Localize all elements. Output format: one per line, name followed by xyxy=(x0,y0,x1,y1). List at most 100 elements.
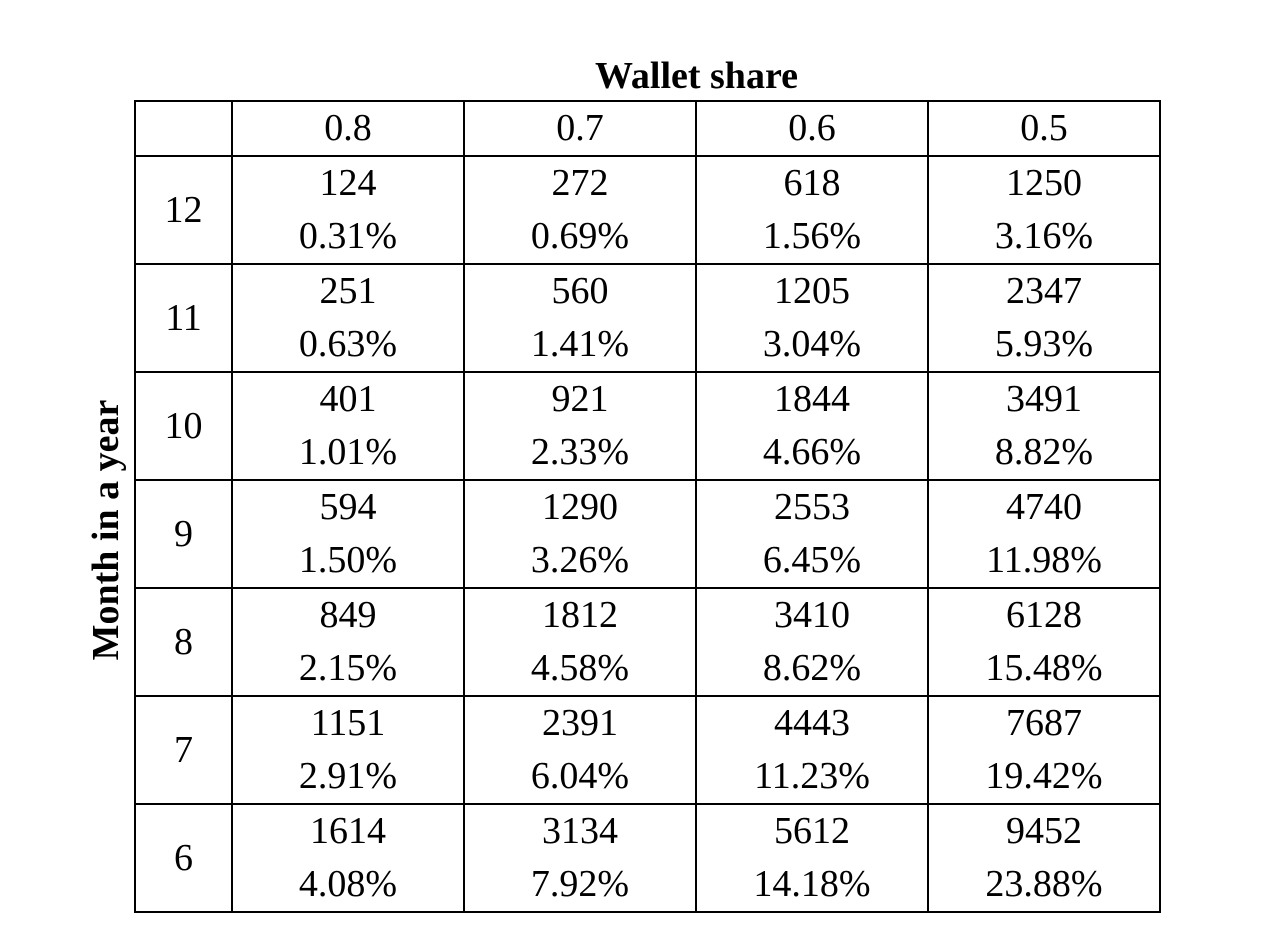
data-cell: 6128 15.48% xyxy=(927,587,1161,697)
cell-percent: 19.42% xyxy=(985,755,1103,797)
column-header: 0.5 xyxy=(927,100,1161,157)
data-cell: 124 0.31% xyxy=(231,155,465,265)
cell-count: 1614 xyxy=(310,810,386,852)
data-cell: 1812 4.58% xyxy=(463,587,697,697)
cell-percent: 6.04% xyxy=(530,755,630,797)
cell-count: 1812 xyxy=(542,594,618,636)
data-cell: 594 1.50% xyxy=(231,479,465,589)
data-cell: 4740 11.98% xyxy=(927,479,1161,589)
cell-count: 7687 xyxy=(1006,702,1082,744)
data-cell: 1205 3.04% xyxy=(695,263,929,373)
wallet-share-table: 0.8 0.7 0.6 0.5 12 124 0.31% 272 0.69% 618… xyxy=(134,100,1161,913)
cell-percent: 2.33% xyxy=(530,431,630,473)
data-cell: 7687 19.42% xyxy=(927,695,1161,805)
cell-percent: 1.50% xyxy=(298,539,398,581)
cell-count: 3134 xyxy=(542,810,618,852)
data-cell: 560 1.41% xyxy=(463,263,697,373)
cell-percent: 2.15% xyxy=(298,647,398,689)
cell-count: 849 xyxy=(319,594,377,636)
data-cell: 921 2.33% xyxy=(463,371,697,481)
table-row: 8 849 2.15% 1812 4.58% 3410 8.62% 6128 15.48… xyxy=(134,587,1161,697)
row-header: 9 xyxy=(134,479,233,589)
cell-count: 401 xyxy=(319,378,377,420)
cell-percent: 4.58% xyxy=(530,647,630,689)
header-row: 0.8 0.7 0.6 0.5 xyxy=(134,100,1161,157)
data-cell: 2391 6.04% xyxy=(463,695,697,805)
cell-count: 4443 xyxy=(774,702,850,744)
table-row: 7 1151 2.91% 2391 6.04% 4443 11.23% 7687 19.… xyxy=(134,695,1161,805)
cell-percent: 11.98% xyxy=(986,539,1102,581)
cell-count: 560 xyxy=(551,270,609,312)
cell-percent: 3.04% xyxy=(762,323,862,365)
table-row: 12 124 0.31% 272 0.69% 618 1.56% 1250 3.16% xyxy=(134,155,1161,265)
cell-percent: 4.66% xyxy=(762,431,862,473)
data-cell: 9452 23.88% xyxy=(927,803,1161,913)
cell-count: 5612 xyxy=(774,810,850,852)
cell-count: 124 xyxy=(319,162,377,204)
row-header: 6 xyxy=(134,803,233,913)
cell-percent: 5.93% xyxy=(994,323,1094,365)
data-cell: 2347 5.93% xyxy=(927,263,1161,373)
row-header: 11 xyxy=(134,263,233,373)
data-cell: 401 1.01% xyxy=(231,371,465,481)
data-cell: 3410 8.62% xyxy=(695,587,929,697)
cell-count: 1151 xyxy=(310,702,386,744)
cell-percent: 6.45% xyxy=(762,539,862,581)
data-cell: 1844 4.66% xyxy=(695,371,929,481)
cell-count: 618 xyxy=(783,162,841,204)
corner-cell xyxy=(134,100,233,157)
cell-percent: 7.92% xyxy=(530,863,630,905)
cell-percent: 8.82% xyxy=(994,431,1094,473)
data-cell: 4443 11.23% xyxy=(695,695,929,805)
cell-percent: 0.31% xyxy=(298,215,398,257)
cell-count: 2391 xyxy=(542,702,618,744)
cell-count: 272 xyxy=(551,162,609,204)
table-row: 11 251 0.63% 560 1.41% 1205 3.04% 2347 5.93% xyxy=(134,263,1161,373)
column-header: 0.6 xyxy=(695,100,929,157)
row-header: 8 xyxy=(134,587,233,697)
cell-count: 1205 xyxy=(774,270,850,312)
data-cell: 3134 7.92% xyxy=(463,803,697,913)
cell-count: 2347 xyxy=(1006,270,1082,312)
cell-count: 4740 xyxy=(1006,486,1082,528)
cell-percent: 1.41% xyxy=(530,323,630,365)
cell-percent: 1.01% xyxy=(298,431,398,473)
cell-percent: 23.88% xyxy=(985,863,1103,905)
cell-count: 1844 xyxy=(774,378,850,420)
cell-percent: 8.62% xyxy=(762,647,862,689)
data-cell: 1614 4.08% xyxy=(231,803,465,913)
cell-count: 594 xyxy=(319,486,377,528)
cell-percent: 2.91% xyxy=(298,755,398,797)
row-axis-title: Month in a year xyxy=(85,399,127,661)
data-cell: 1250 3.16% xyxy=(927,155,1161,265)
data-cell: 251 0.63% xyxy=(231,263,465,373)
cell-count: 251 xyxy=(319,270,377,312)
data-cell: 3491 8.82% xyxy=(927,371,1161,481)
column-axis-title: Wallet share xyxy=(594,55,798,97)
cell-percent: 11.23% xyxy=(754,755,870,797)
row-header: 10 xyxy=(134,371,233,481)
cell-percent: 3.16% xyxy=(994,215,1094,257)
row-axis-title-container: Month in a year xyxy=(80,370,132,690)
column-header: 0.8 xyxy=(231,100,465,157)
cell-count: 1250 xyxy=(1006,162,1082,204)
cell-count: 3410 xyxy=(774,594,850,636)
cell-count: 2553 xyxy=(774,486,850,528)
cell-count: 9452 xyxy=(1006,810,1082,852)
cell-percent: 0.69% xyxy=(530,215,630,257)
data-cell: 272 0.69% xyxy=(463,155,697,265)
cell-count: 6128 xyxy=(1006,594,1082,636)
data-cell: 1151 2.91% xyxy=(231,695,465,805)
data-cell: 618 1.56% xyxy=(695,155,929,265)
cell-percent: 0.63% xyxy=(298,323,398,365)
cell-percent: 3.26% xyxy=(530,539,630,581)
table-row: 6 1614 4.08% 3134 7.92% 5612 14.18% 9452 23.… xyxy=(134,803,1161,913)
cell-percent: 1.56% xyxy=(762,215,862,257)
cell-percent: 15.48% xyxy=(985,647,1103,689)
data-cell: 5612 14.18% xyxy=(695,803,929,913)
cell-count: 3491 xyxy=(1006,378,1082,420)
row-header: 12 xyxy=(134,155,233,265)
data-cell: 849 2.15% xyxy=(231,587,465,697)
cell-count: 1290 xyxy=(542,486,618,528)
data-cell: 1290 3.26% xyxy=(463,479,697,589)
